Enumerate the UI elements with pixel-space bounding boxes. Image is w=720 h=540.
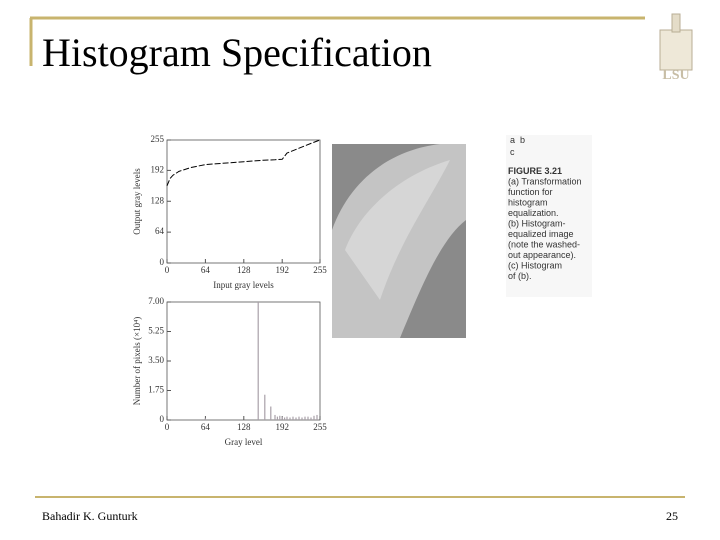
y-tick-label: 255 <box>151 134 165 144</box>
caption-line: of (b). <box>508 271 532 281</box>
logo-text: LSU <box>662 68 689 83</box>
slide-title: Histogram Specification <box>42 30 432 75</box>
x-tick-label: 128 <box>237 422 251 432</box>
caption-line: equalized image <box>508 229 574 239</box>
x-tick-label: 64 <box>201 265 211 275</box>
y-tick-label: 0 <box>160 414 165 424</box>
panel-label: a <box>510 135 515 145</box>
x-tick-label: 64 <box>201 422 211 432</box>
caption-line: function for <box>508 187 553 197</box>
x-axis-label: Input gray levels <box>213 280 274 290</box>
x-tick-label: 192 <box>275 422 289 432</box>
caption-line: equalization. <box>508 208 559 218</box>
x-tick-label: 255 <box>313 265 327 275</box>
y-tick-label: 128 <box>151 195 165 205</box>
caption-line: histogram <box>508 198 548 208</box>
caption-line: FIGURE 3.21 <box>508 166 562 176</box>
caption-line: (a) Transformation <box>508 177 582 187</box>
panel-label: c <box>510 147 515 157</box>
x-tick-label: 0 <box>165 422 170 432</box>
y-tick-label: 1.75 <box>148 385 164 395</box>
y-tick-label: 7.00 <box>148 296 164 306</box>
x-tick-label: 192 <box>275 265 289 275</box>
x-tick-label: 255 <box>313 422 327 432</box>
y-tick-label: 0 <box>160 257 165 267</box>
caption-line: (b) Histogram- <box>508 219 566 229</box>
y-tick-label: 3.50 <box>148 355 164 365</box>
y-axis-label: Output gray levels <box>132 168 142 235</box>
y-tick-label: 64 <box>155 226 165 236</box>
logo: LSU <box>659 13 693 83</box>
plot-frame <box>166 301 321 421</box>
x-tick-label: 0 <box>165 265 170 275</box>
moon-image <box>332 144 466 338</box>
caption-box <box>506 135 592 297</box>
transform-curve <box>166 139 321 187</box>
caption-line: (note the washed- <box>508 240 580 250</box>
x-axis-label: Gray level <box>225 437 263 447</box>
page-number: 25 <box>666 509 678 523</box>
y-axis-label: Number of pixels (×10⁴) <box>132 317 142 405</box>
caption-line: (c) Histogram <box>508 261 562 271</box>
footer-author: Bahadir K. Gunturk <box>42 509 138 523</box>
plot-frame <box>166 139 321 264</box>
x-tick-label: 128 <box>237 265 251 275</box>
caption-line: out appearance). <box>508 250 576 260</box>
panel-label: b <box>520 135 525 145</box>
y-tick-label: 192 <box>151 164 165 174</box>
y-tick-label: 5.25 <box>148 326 164 336</box>
